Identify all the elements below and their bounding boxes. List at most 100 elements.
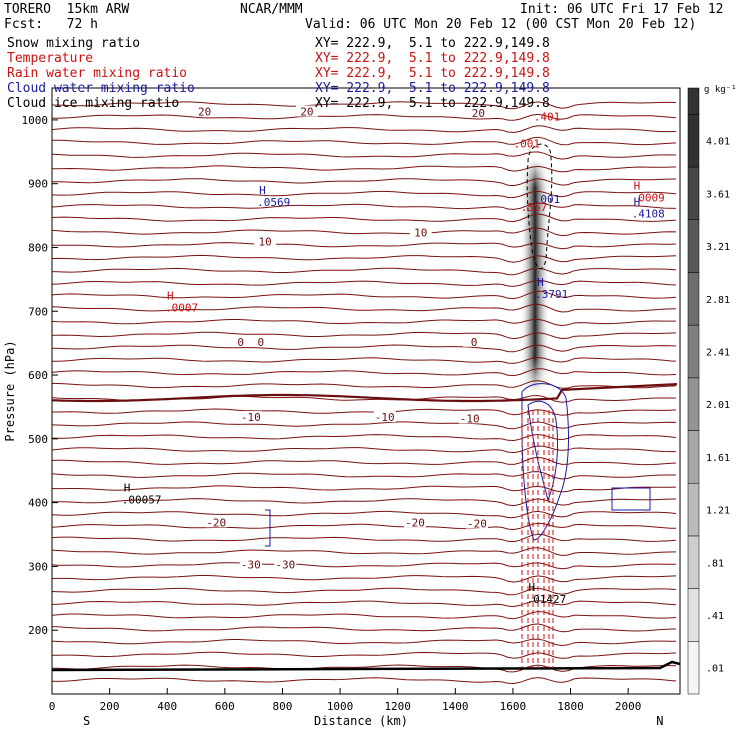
isotherm-line [52,600,677,608]
temperature-label-bg [465,517,488,529]
isotherm-line [52,125,677,134]
y-tick-label: 1000 [22,114,49,127]
isotherm-line [52,522,677,531]
cloud-water-contour [611,487,651,511]
maximum-value: .0009 [632,192,665,205]
isotherm-line [52,213,677,223]
maximum-value: .00057 [122,493,162,506]
isotherm-line [52,445,676,454]
isotherm-line [52,290,677,300]
init-time: Init: 06 UTC Fri 17 Feb 12 [520,2,724,17]
y-axis-label: Pressure (hPa) [3,340,17,441]
temperature-label: 0 [237,336,244,349]
isotherm-line [52,178,677,187]
colorbar-top-segment [687,87,700,115]
isotherm-line [52,547,677,557]
field-xy-snow: XY= 222.9, 5.1 to 222.9,149.8 [315,36,550,51]
x-tick-label: 1800 [557,700,584,713]
isotherm-line [52,456,677,466]
isotherm-line [52,610,677,620]
x-tick-label: 400 [157,700,177,713]
x-tick-label: 2000 [615,700,642,713]
colorbar-segment [687,482,700,537]
field-name-rain: Rain water mixing ratio [7,66,188,81]
colorbar-label: .01 [706,664,724,675]
temperature-label: -10 [241,411,261,424]
y-tick-label: 200 [28,624,48,637]
isotherm-line [52,279,677,287]
colorbar-segment [687,535,700,589]
temperature-label: 20 [472,107,485,120]
isotherm-line [52,267,677,276]
temperature-label-bg [295,105,318,117]
temperature-label-bg [239,558,262,570]
colorbar-segment [687,324,700,379]
colorbar-segment [687,114,700,168]
isotherm-line [52,421,677,430]
south-label: S [83,714,90,728]
maximum-marker: H [167,289,174,302]
temperature-label-bg [409,226,432,238]
isotherm-line [52,151,677,160]
colorbar-segment [687,588,700,642]
temperature-label: -20 [467,518,487,531]
maximum-marker: H [259,184,266,197]
model-title: TORERO 15km ARW [4,2,130,17]
temperature-label: -20 [405,516,425,529]
temperature-label-bg [274,558,297,570]
y-tick-label: 600 [28,369,48,382]
temperature-label-bg [229,335,252,347]
temperature-label: 10 [259,236,272,249]
temperature-label: -30 [275,558,295,571]
colorbar-label: .81 [706,558,724,569]
x-tick-label: 1600 [500,700,527,713]
maximum-value: .0569 [257,196,290,209]
field-name-temperature: Temperature [7,51,94,66]
terrain-line [52,660,680,672]
isotherm-line [52,408,677,416]
maximum-value: .4108 [632,208,665,221]
y-tick-label: 700 [28,305,48,318]
colorbar-label: .41 [706,611,724,622]
isotherm-line [52,471,676,480]
isotherm-line [52,165,677,173]
y-tick-label: 800 [28,241,48,254]
colorbar-label: 3.21 [706,242,730,253]
y-tick-label: 900 [28,178,48,191]
temperature-label-bg [467,106,490,118]
forecast-hour: Fcst: 72 h [4,17,98,32]
colorbar-segment [687,272,700,326]
maximum-marker: H [537,276,544,289]
colorbar-label: 4.01 [706,137,730,148]
temperature-label: 0 [258,336,265,349]
isotherm-line [52,242,677,250]
x-tick-label: 1200 [384,700,411,713]
temperature-label-bg [205,516,228,528]
cloud-water-contour [265,509,271,547]
cloud-ice-contour [526,143,553,270]
y-tick-label: 400 [28,497,48,510]
field-xy-cloud-water: XY= 222.9, 5.1 to 222.9,149.8 [315,81,550,96]
temperature-label-bg [239,411,262,423]
isotherm-line [52,433,677,442]
isotherm-line [52,380,677,389]
x-tick-label: 1400 [442,700,469,713]
temperature-label: 10 [414,227,427,240]
maximum-marker: H [634,196,641,209]
field-name-cloud-ice: Cloud ice mixing ratio [7,96,180,111]
cloud-water-contour [527,400,559,502]
isotherm-line [52,136,677,146]
colorbar-label: 1.61 [706,453,730,464]
colorbar-segment [687,219,700,273]
y-tick-label: 500 [28,433,48,446]
x-tick-label: 800 [273,700,293,713]
field-xy-temperature: XY= 222.9, 5.1 to 222.9,149.8 [315,51,550,66]
colorbar-label: 3.61 [706,189,730,200]
field-xy-rain: XY= 222.9, 5.1 to 222.9,149.8 [315,66,550,81]
temperature-label-bg [254,235,277,247]
center-title: NCAR/MMM [240,2,303,17]
colorbar-segment [687,377,700,431]
temperature-label-bg [458,412,481,424]
isotherm-line [52,677,677,685]
colorbar-label: 1.21 [706,506,730,517]
